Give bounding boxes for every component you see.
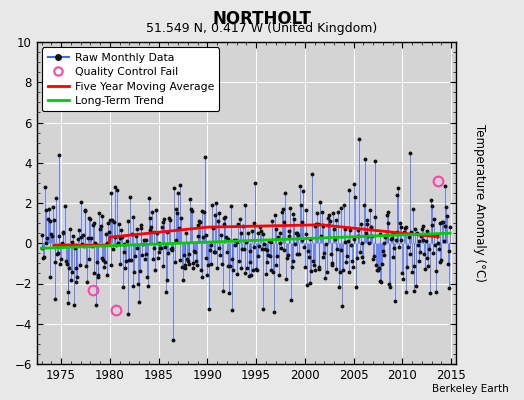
Text: Berkeley Earth: Berkeley Earth xyxy=(432,384,508,394)
Text: NORTHOLT: NORTHOLT xyxy=(213,10,311,28)
Y-axis label: Temperature Anomaly (°C): Temperature Anomaly (°C) xyxy=(473,124,486,282)
Legend: Raw Monthly Data, Quality Control Fail, Five Year Moving Average, Long-Term Tren: Raw Monthly Data, Quality Control Fail, … xyxy=(42,48,220,111)
Text: 51.549 N, 0.417 W (United Kingdom): 51.549 N, 0.417 W (United Kingdom) xyxy=(146,22,378,35)
